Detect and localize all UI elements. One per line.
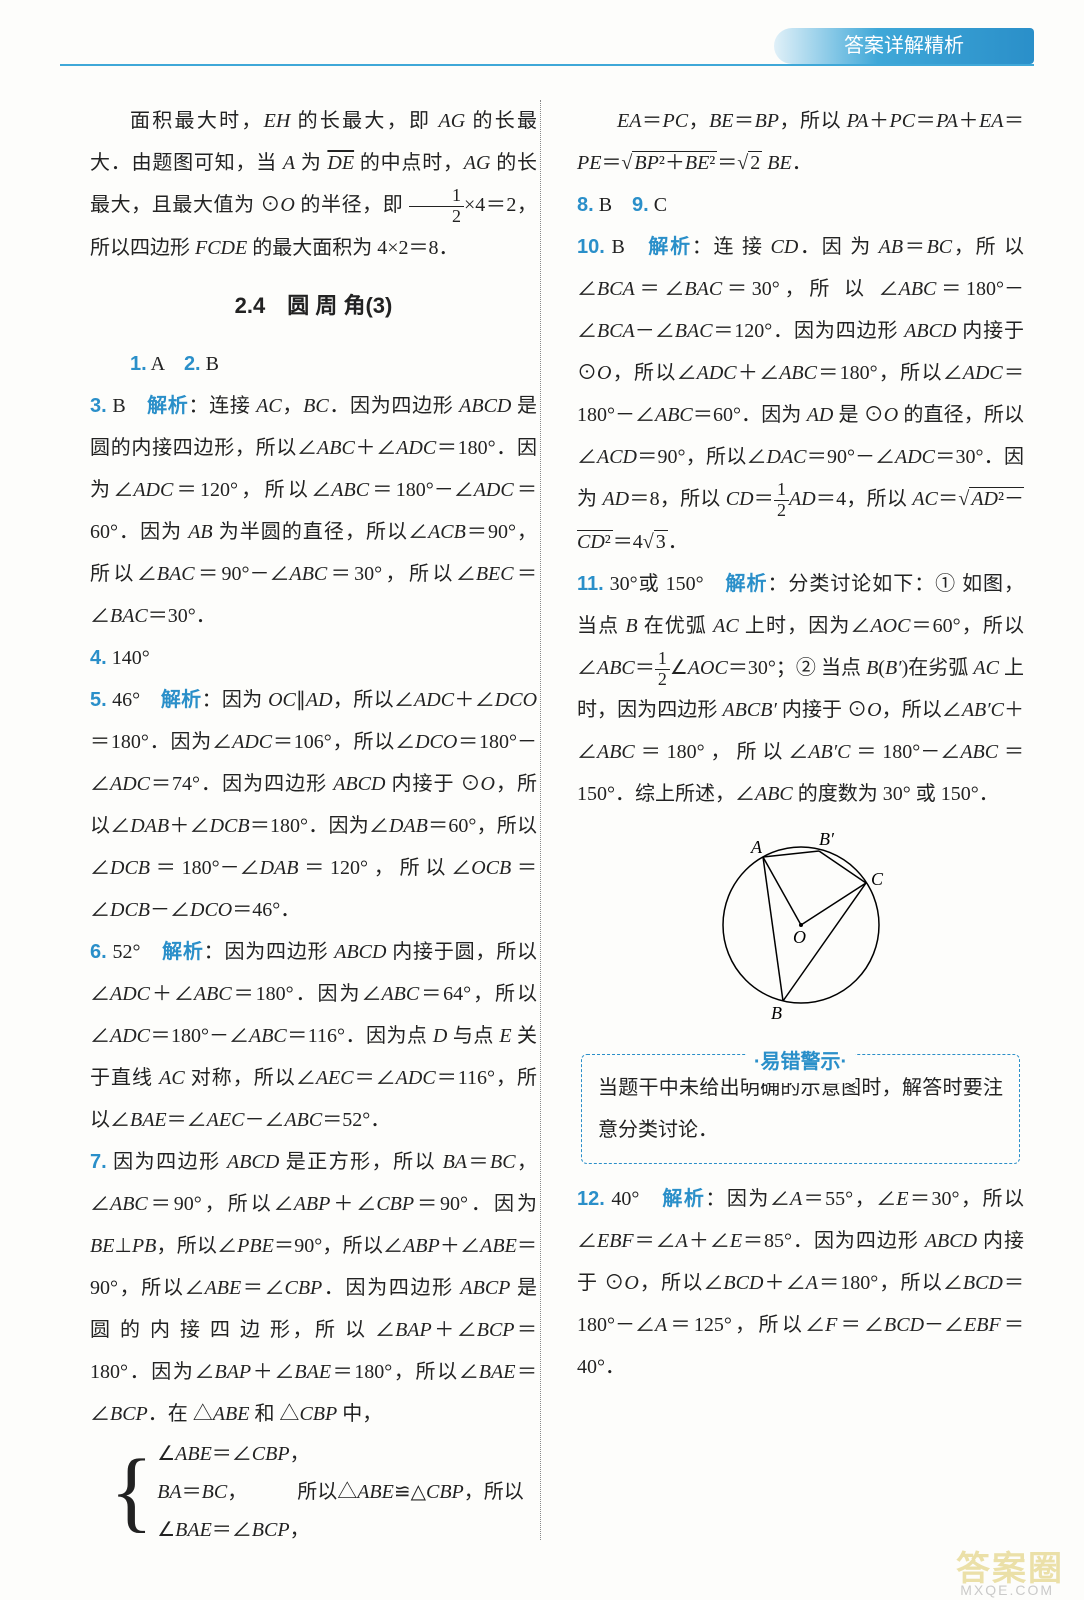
q5: 5. 46° 解析：因为 OC∥AD，所以∠ADC＋∠DCO＝180°．因为∠A… [90, 679, 537, 931]
q6: 6. 52° 解析：因为四边形 ABCD 内接于圆，所以∠ADC＋∠ABC＝18… [90, 931, 537, 1141]
q12: 12. 40° 解析：因为∠A＝55°，∠E＝30°，所以∠EBF＝∠A＋∠E＝… [577, 1178, 1024, 1388]
watermark-sub: MXQE.COM [960, 1582, 1054, 1598]
section-title: 2.4 圆 周 角(3) [90, 283, 537, 329]
page-content: 面积最大时，EH 的长最大，即 AG 的长最大．由题图可知，当 A 为 DE 的… [90, 100, 1024, 1560]
q7-brace: { ∠ABE＝∠CBP， BA＝BC， 所以△ABE≌△CBP，所以 ∠BAE＝… [90, 1435, 537, 1549]
svg-text:C: C [871, 869, 884, 889]
left-brace-icon: { [110, 1447, 153, 1537]
note-text: 当题干中未给出明确的示意图时，解答时要注意分类讨论． [598, 1077, 1003, 1141]
note-title: ·易错警示· [746, 1041, 855, 1083]
svg-text:A: A [750, 837, 763, 857]
q7a: 7. 因为四边形 ABCD 是正方形，所以 BA＝BC，∠ABC＝90°，所以∠… [90, 1141, 537, 1435]
q8-q9: 8. B 9. C [577, 184, 1024, 226]
header-tab: 答案详解精析 [774, 28, 1034, 64]
q1-q2: 1. A 2. B [90, 343, 537, 385]
column-divider [540, 100, 541, 1540]
q3: 3. B 解析：连接 AC，BC．因为四边形 ABCD 是圆的内接四边形，所以∠… [90, 385, 537, 637]
svg-text:O: O [793, 927, 806, 947]
intro-para: 面积最大时，EH 的长最大，即 AG 的长最大．由题图可知，当 A 为 DE 的… [90, 100, 537, 269]
note-box: ·易错警示· 当题干中未给出明确的示意图时，解答时要注意分类讨论． [581, 1054, 1020, 1164]
q4: 4. 140° [90, 637, 537, 679]
header-line [60, 64, 1034, 66]
q11-figure: A B′ C O B [577, 825, 1024, 1040]
q11: 11. 30°或 150° 解析：分类讨论如下：① 如图，当点 B 在优弧 AC… [577, 563, 1024, 816]
q7b: EA＝PC，BE＝BP，所以 PA＋PC＝PA＋EA＝PE＝√BP²＋BE²＝√… [577, 100, 1024, 184]
svg-text:B′: B′ [819, 829, 835, 849]
svg-text:B: B [771, 1003, 782, 1023]
q10: 10. B 解析：连 接 CD．因 为 AB＝BC，所 以∠BCA＝∠BAC＝3… [577, 226, 1024, 563]
